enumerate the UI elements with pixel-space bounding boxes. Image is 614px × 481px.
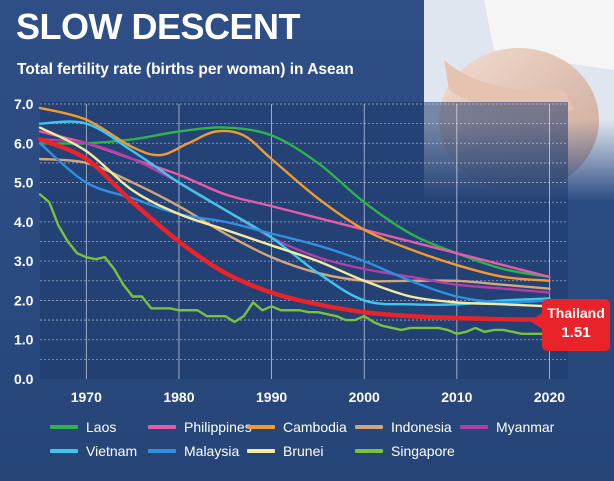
legend-label: Philippines: [184, 419, 252, 435]
y-axis-ticks: 0.0 1.0 2.0 3.0 4.0 5.0 6.0 7.0: [14, 96, 34, 387]
series-line-indonesia: [38, 157, 551, 290]
legend-item-myanmar: Myanmar: [460, 419, 554, 435]
legend-swatch: [247, 425, 275, 429]
legend-item-brunei: Brunei: [247, 443, 323, 459]
legend-label: Brunei: [283, 443, 324, 459]
legend-swatch: [50, 425, 78, 429]
series-line-singapore: [38, 193, 551, 336]
legend-label: Vietnam: [86, 443, 138, 459]
series-line-brunei: [38, 126, 551, 308]
y-tick-label: 4.0: [14, 214, 34, 230]
legend-label: Myanmar: [496, 419, 555, 435]
series-line-vietnam: [38, 120, 551, 307]
callout-value: 1.51: [561, 324, 591, 341]
series-line-myanmar: [38, 138, 551, 294]
thailand-callout: Thailand 1.51: [542, 299, 610, 351]
x-tick-label: 2010: [441, 389, 472, 405]
y-tick-label: 7.0: [14, 96, 34, 112]
x-axis-ticks: 1970 1980 1990 2000 2010 2020: [71, 389, 566, 405]
legend-label: Singapore: [391, 443, 455, 459]
x-tick-label: 1970: [71, 389, 102, 405]
x-tick-label: 2000: [349, 389, 380, 405]
legend-swatch: [355, 449, 383, 453]
legend-label: Laos: [86, 419, 117, 435]
y-tick-label: 3.0: [14, 253, 34, 269]
legend-swatch: [148, 425, 176, 429]
legend-swatch: [50, 449, 78, 453]
legend-item-indonesia: Indonesia: [355, 419, 452, 435]
y-tick-label: 6.0: [14, 135, 34, 151]
x-tick-label: 2020: [534, 389, 565, 405]
y-tick-label: 1.0: [14, 332, 34, 348]
chart-subtitle: Total fertility rate (births per woman) …: [17, 61, 354, 78]
series-lines: [37, 106, 552, 336]
gridlines: [40, 103, 568, 379]
x-tick-label: 1980: [163, 389, 194, 405]
legend-item-philippines: Philippines: [148, 419, 252, 435]
legend-swatch: [355, 425, 383, 429]
chart-title: SLOW DESCENT: [16, 6, 301, 47]
legend-label: Indonesia: [391, 419, 452, 435]
callout-pointer: [530, 313, 542, 329]
legend-item-cambodia: Cambodia: [247, 419, 347, 435]
series-line-thailand: [37, 137, 552, 322]
y-tick-label: 2.0: [14, 292, 34, 308]
legend-swatch: [148, 449, 176, 453]
legend-swatch: [460, 425, 488, 429]
y-tick-label: 5.0: [14, 175, 34, 191]
legend-item-singapore: Singapore: [355, 443, 455, 459]
series-line-cambodia: [38, 106, 551, 282]
legend-swatch: [247, 449, 275, 453]
legend-item-malaysia: Malaysia: [148, 443, 239, 459]
legend-item-laos: Laos: [50, 419, 116, 435]
legend-label: Cambodia: [283, 419, 347, 435]
callout-country: Thailand: [547, 305, 605, 321]
x-tick-label: 1990: [256, 389, 287, 405]
y-tick-label: 0.0: [14, 371, 34, 387]
legend-item-vietnam: Vietnam: [50, 443, 137, 459]
legend-label: Malaysia: [184, 443, 240, 459]
